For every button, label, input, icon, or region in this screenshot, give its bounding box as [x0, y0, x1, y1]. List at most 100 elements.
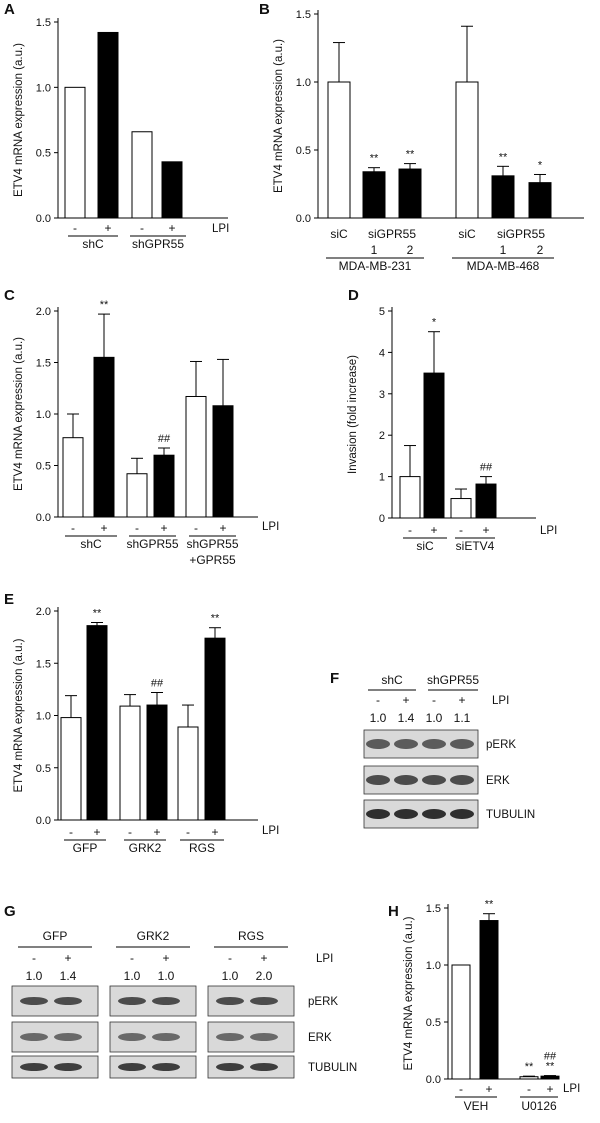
blot-group-label: shGPR55: [427, 673, 479, 687]
bar: [475, 483, 497, 519]
group-label: shC: [82, 237, 104, 251]
blot-band: [118, 1063, 146, 1071]
bar: [119, 705, 141, 821]
bar: [64, 86, 86, 219]
y-tick-label: 1: [379, 472, 385, 484]
bar: [126, 473, 148, 518]
y-tick-label: 0.5: [426, 1017, 441, 1029]
blot-group-label: RGS: [238, 929, 264, 943]
y-axis-label: ETV4 mRNA expression (a.u.): [403, 916, 415, 1070]
y-tick-label: 0.5: [36, 148, 51, 160]
bar: [491, 175, 515, 219]
blot-group-label: GRK2: [137, 929, 170, 943]
bar: [86, 625, 108, 821]
blot-band: [152, 1063, 180, 1071]
blot-quantification: 1.0: [370, 711, 387, 725]
bar: [451, 964, 471, 1080]
bar: [519, 1076, 539, 1080]
blot-band: [394, 809, 418, 819]
blot-band: [250, 1033, 278, 1041]
bar-sub-label: 2: [537, 243, 544, 257]
y-tick-label: 0.0: [426, 1074, 441, 1086]
bar: [97, 31, 119, 219]
lpi-sign: +: [104, 221, 111, 235]
bar-sub-label: 2: [407, 243, 414, 257]
panel-letter-a: A: [4, 1, 15, 18]
blot-band: [394, 739, 418, 749]
blot-row-label: ERK: [308, 1032, 332, 1044]
y-tick-label: 5: [379, 306, 385, 318]
blot-band: [394, 775, 418, 785]
significance-mark: **: [525, 1061, 534, 1073]
lpi-sign: +: [100, 521, 107, 535]
blot-quantification: 2.0: [256, 969, 273, 983]
lpi-sign: +: [430, 523, 437, 537]
significance-mark: **: [406, 149, 415, 161]
blot-quantification: 1.4: [398, 711, 415, 725]
bar: [185, 395, 207, 518]
bar: [423, 372, 445, 519]
chart-a: 0.0 0.5 1.0 1.5 ETV4 mRNA expression (a.u.) -…: [13, 17, 229, 251]
significance-mark: ##: [151, 678, 164, 690]
bar: [60, 717, 82, 821]
chart-c: 0.0 0.5 1.0 1.5 2.0 ETV4 mRNA expression (a.u…: [13, 299, 279, 567]
blot-band: [216, 1033, 244, 1041]
blot-quantification: 1.4: [60, 969, 77, 983]
blot-lpi-label: LPI: [316, 953, 333, 965]
y-tick-label: 0: [379, 513, 385, 525]
significance-mark: **: [93, 607, 102, 619]
lpi-label: LPI: [212, 223, 229, 235]
western-blot-f: shC shGPR55 - + - + LPI 1.0 1.4 1.0 1.1 pERK ERK TUBU…: [363, 673, 535, 829]
lpi-sign: -: [128, 825, 132, 839]
significance-mark: *: [538, 159, 543, 171]
significance-mark: **: [485, 899, 494, 911]
chart-h: 0.0 0.5 1.0 1.5 ETV4 mRNA expression (a.u.) *…: [403, 899, 580, 1113]
lpi-label: LPI: [540, 525, 557, 537]
chart-b: 0.0 0.5 1.0 1.5 ETV4 mRNA expression (a.u.) *…: [273, 9, 584, 273]
lpi-sign: -: [73, 221, 77, 235]
blot-group-label: shC: [381, 673, 403, 687]
y-tick-label: 1.5: [36, 658, 51, 670]
blot-band: [54, 1033, 82, 1041]
panel-letter-f: F: [330, 670, 339, 687]
blot-group-label: GFP: [43, 929, 68, 943]
blot-quantification: 1.0: [124, 969, 141, 983]
blot-quantification: 1.0: [158, 969, 175, 983]
group-label: shGPR55: [126, 537, 178, 551]
panel-letter-c: C: [4, 287, 15, 304]
lpi-sign: +: [153, 825, 160, 839]
significance-mark: **: [546, 1061, 555, 1073]
bar: [528, 182, 552, 219]
panel-letter-h: H: [388, 903, 399, 920]
bar: [93, 356, 115, 518]
lpi-sign: +: [93, 825, 100, 839]
lpi-label: LPI: [563, 1083, 580, 1095]
y-tick-label: 3: [379, 389, 385, 401]
lpi-sign: -: [135, 521, 139, 535]
bar: [399, 476, 421, 519]
blot-quantification: 1.1: [454, 711, 471, 725]
blot-band: [366, 775, 390, 785]
group-label: RGS: [189, 841, 215, 855]
blot-band: [54, 1063, 82, 1071]
lpi-sign: -: [71, 521, 75, 535]
lpi-label: LPI: [262, 825, 279, 837]
bar-label: siC: [458, 227, 476, 241]
y-tick-label: 0.0: [36, 213, 51, 225]
bar-sub-label: 1: [371, 243, 378, 257]
blot-band: [118, 1033, 146, 1041]
blot-band: [250, 1063, 278, 1071]
bar: [204, 637, 226, 821]
y-tick-label: 4: [379, 347, 385, 359]
y-axis-label: ETV4 mRNA expression (a.u.): [13, 337, 25, 491]
blot-row-label: pERK: [486, 739, 516, 751]
blot-band: [450, 775, 474, 785]
panel-letter-e: E: [4, 591, 14, 608]
blot-band: [422, 775, 446, 785]
y-tick-label: 1.5: [296, 9, 311, 21]
bar: [455, 81, 479, 219]
y-tick-label: 0.0: [36, 815, 51, 827]
blot-lpi-sign: +: [260, 951, 267, 965]
y-axis-label: ETV4 mRNA expression (a.u.): [13, 638, 25, 792]
